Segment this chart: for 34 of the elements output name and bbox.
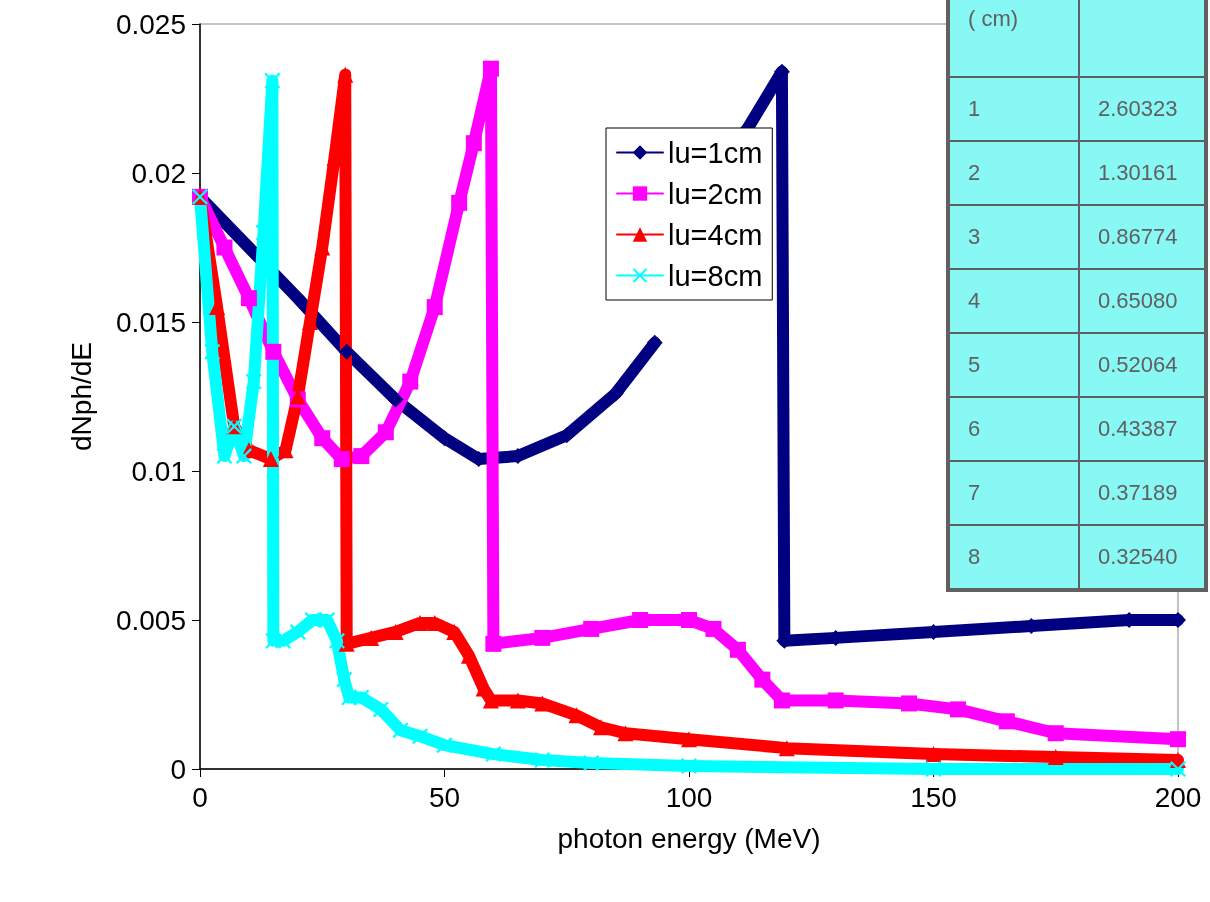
y-tick-label: 0.025: [115, 8, 186, 40]
annotation: 1: [948, 77, 1079, 141]
legend-label: lu=2cm: [668, 177, 763, 210]
annotation: 0.52064: [1079, 333, 1206, 397]
x-tick-label: 50: [428, 781, 461, 813]
y-tick-label: 0.005: [115, 604, 186, 636]
legend-label: lu=1cm: [668, 136, 763, 169]
annotation: 0.43387: [1079, 397, 1206, 461]
x-tick-label: 200: [1154, 781, 1202, 813]
annotation: 2.60323: [1079, 77, 1206, 141]
annotation: 5: [948, 333, 1079, 397]
y-tick-label: 0.015: [115, 306, 186, 338]
y-axis-title: dNph/dE: [65, 342, 97, 451]
annotation: 0.65080: [1079, 269, 1206, 333]
annotation: 1.30161: [1079, 141, 1206, 205]
y-tick-label: 0.02: [131, 157, 186, 189]
x-tick-label: 150: [910, 781, 957, 813]
legend-label: lu=4cm: [668, 218, 763, 251]
legend-label: lu=8cm: [668, 259, 763, 292]
annotation: 3: [948, 205, 1079, 269]
annotation: 2: [948, 141, 1079, 205]
annotation: 0.37189: [1079, 461, 1206, 525]
x-tick-label: 100: [665, 781, 713, 813]
annotation: 4: [948, 269, 1079, 333]
y-tick-label: 0.01: [131, 455, 186, 487]
annotation: 7: [948, 461, 1079, 525]
annotation: 6: [948, 397, 1079, 461]
annotation: 0.32540: [1079, 525, 1206, 590]
annotation: ( cm): [948, 0, 1079, 77]
annotation: 0.86774: [1079, 205, 1206, 269]
x-axis-title: photon energy (MeV): [557, 822, 821, 854]
y-tick-label: 0: [170, 753, 186, 785]
x-tick-label: 0: [192, 781, 208, 813]
annotation: 8: [948, 525, 1079, 590]
